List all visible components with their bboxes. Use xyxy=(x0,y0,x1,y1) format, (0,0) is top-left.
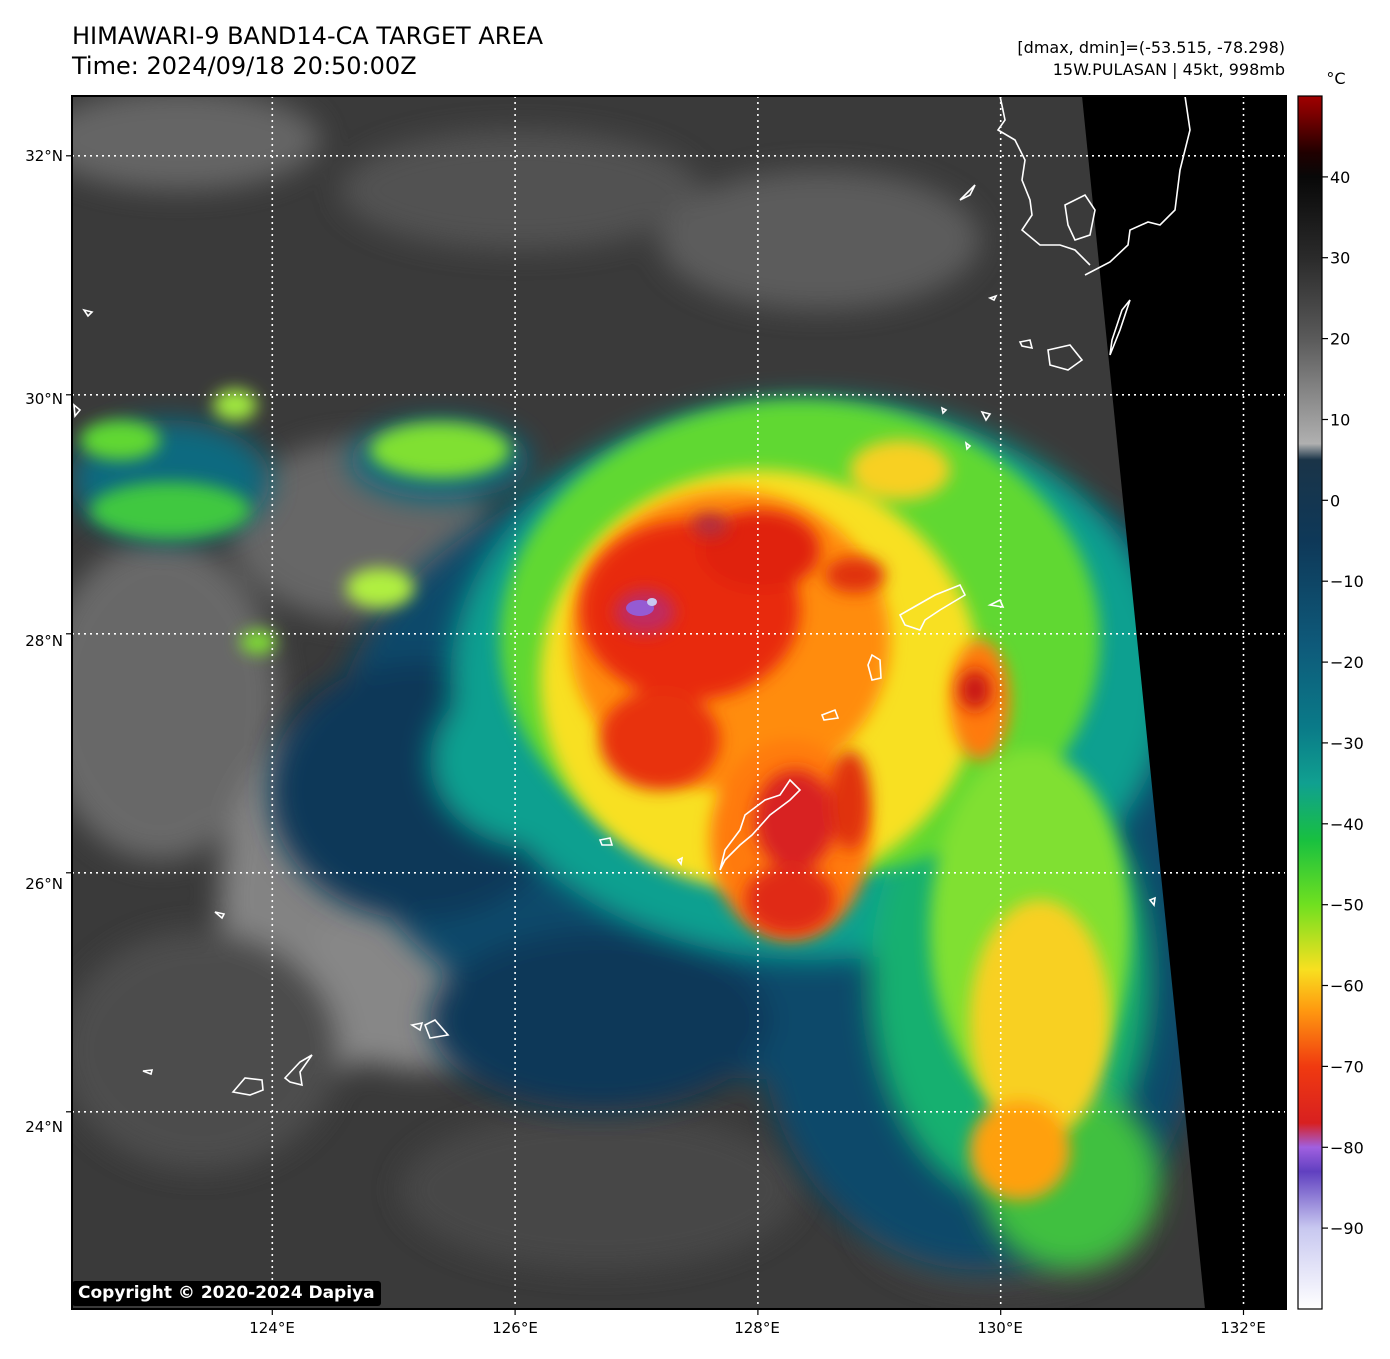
map-title: HIMAWARI-9 BAND14-CA TARGET AREA xyxy=(72,22,544,50)
colorbar-tick-label: 30 xyxy=(1330,249,1350,268)
colorbar-tick-label: −30 xyxy=(1330,734,1364,753)
lon-label-130: 130°E xyxy=(977,1319,1023,1337)
colorbar-tick-label: −50 xyxy=(1330,896,1364,915)
axis-ticks xyxy=(66,155,1245,1315)
colorbar-tick-label: 40 xyxy=(1330,168,1350,187)
colorbar-tick-label: 0 xyxy=(1330,491,1340,510)
lon-label-124: 124°E xyxy=(249,1319,295,1337)
dmax-dmin-readout: [dmax, dmin]=(-53.515, -78.298) xyxy=(1017,38,1285,57)
lon-label-126: 126°E xyxy=(492,1319,538,1337)
lat-label-32: 32°N xyxy=(25,147,63,165)
lat-label-28: 28°N xyxy=(25,632,63,650)
colorbar: °C 40 30 20 10 0 −10 −20 −30 −40 −50 −60 −70 −80 −90 xyxy=(1297,69,1364,1310)
lon-label-132: 132°E xyxy=(1220,1319,1266,1337)
colorbar-tick-label: −10 xyxy=(1330,572,1364,591)
map-frame xyxy=(71,95,1287,1310)
graticule xyxy=(72,96,1286,1309)
colorbar-tick-label: −70 xyxy=(1330,1057,1364,1076)
lat-label-30: 30°N xyxy=(25,390,63,408)
colorbar-tick-label: −20 xyxy=(1330,653,1364,672)
lon-label-128: 128°E xyxy=(734,1319,780,1337)
colorbar-unit: °C xyxy=(1326,69,1345,88)
colorbar-tick-label: 20 xyxy=(1330,330,1350,349)
lat-label-24: 24°N xyxy=(25,1118,63,1136)
ir-imagery xyxy=(72,96,1286,1309)
storm-info: 15W.PULASAN | 45kt, 998mb xyxy=(1052,60,1285,79)
colorbar-tick-label: −40 xyxy=(1330,815,1364,834)
copyright-badge: Copyright © 2020-2024 Dapiya xyxy=(72,1281,381,1306)
colorbar-tick-label: −80 xyxy=(1330,1138,1364,1157)
lat-label-26: 26°N xyxy=(25,875,63,893)
coastlines xyxy=(73,96,1191,1096)
colorbar-tick-label: 10 xyxy=(1330,411,1350,430)
colorbar-tick-label: −60 xyxy=(1330,977,1364,996)
colorbar-tick-label: −90 xyxy=(1330,1219,1364,1238)
observation-time: Time: 2024/09/18 20:50:00Z xyxy=(72,52,417,80)
